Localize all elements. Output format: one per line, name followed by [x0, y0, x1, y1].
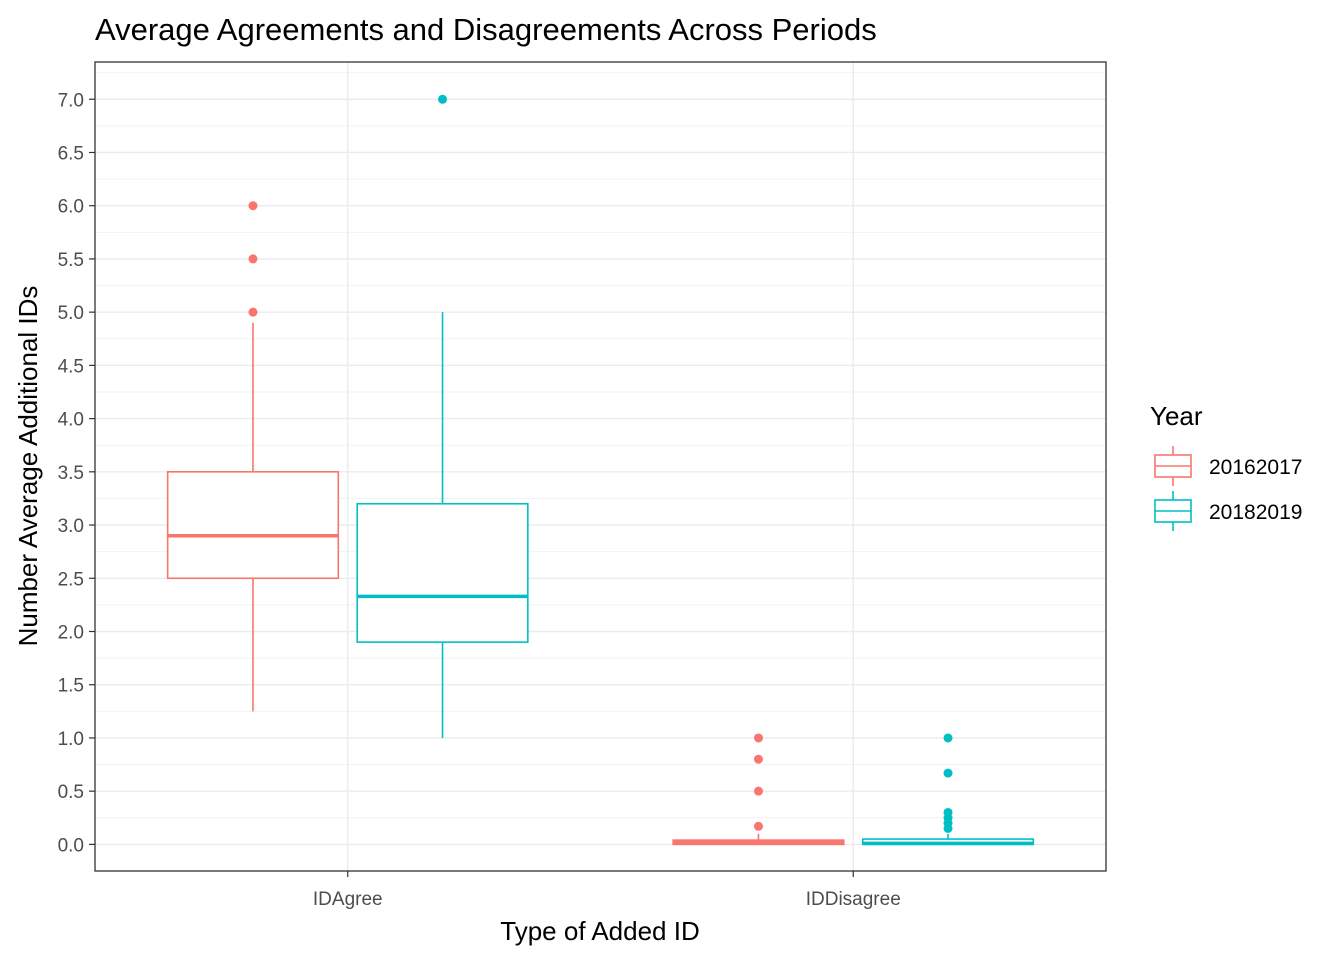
- box-iqr: [166, 471, 340, 580]
- legend-item-20162017: 20162017: [1154, 446, 1302, 486]
- y-axis: 0.0 0.5 1.0 1.5 2.0 2.5 3.0 3.5 4.0 4.5 5.0 5.5 6.0 6…: [58, 90, 95, 856]
- legend-label: 20162017: [1209, 456, 1302, 479]
- legend-title: Year: [1150, 401, 1203, 431]
- outlier-point: [248, 307, 258, 317]
- y-tick-label: 2.5: [58, 569, 84, 590]
- outlier-point: [753, 733, 763, 743]
- y-axis-title: Number Average Additional IDs: [13, 286, 43, 647]
- box-idagree-20162017: [166, 201, 340, 712]
- outlier-point: [248, 201, 258, 211]
- x-axis-title: Type of Added ID: [500, 916, 699, 946]
- outlier-point: [753, 786, 763, 796]
- y-tick-label: 4.5: [58, 356, 84, 377]
- y-tick-label: 4.0: [58, 410, 84, 431]
- box-iddisagree-20162017: [672, 733, 845, 846]
- y-tick-label: 2.0: [58, 622, 84, 643]
- y-tick-label: 6.0: [58, 197, 84, 218]
- outlier-point: [943, 733, 953, 743]
- y-tick-label: 6.5: [58, 143, 84, 164]
- y-tick-label: 1.0: [58, 729, 84, 750]
- x-tick-label: IDAgree: [313, 889, 383, 910]
- outlier-point: [943, 807, 953, 817]
- outlier-point: [248, 254, 258, 264]
- boxes: [166, 94, 1035, 846]
- x-axis: IDAgree IDDisagree: [313, 871, 901, 910]
- y-tick-label: 1.5: [58, 676, 84, 697]
- outlier-point: [753, 821, 763, 831]
- y-tick-label: 3.5: [58, 463, 84, 484]
- y-tick-label: 5.0: [58, 303, 84, 324]
- outlier-point: [438, 94, 448, 104]
- y-tick-label: 0.5: [58, 782, 84, 803]
- legend-item-20182019: 20182019: [1154, 491, 1302, 531]
- box-iqr: [356, 502, 529, 643]
- x-tick-label: IDDisagree: [806, 889, 901, 910]
- y-tick-label: 7.0: [58, 90, 84, 111]
- box-idagree-20182019: [356, 94, 529, 738]
- chart-title: Average Agreements and Disagreements Acr…: [95, 12, 877, 47]
- outlier-point: [753, 754, 763, 764]
- y-tick-label: 5.5: [58, 250, 84, 271]
- box-iddisagree-20182019: [861, 733, 1035, 846]
- grid: [95, 62, 1106, 872]
- panel-border: [94, 61, 1107, 872]
- y-tick-label: 3.0: [58, 516, 84, 537]
- legend: Year 20162017 20182019: [1150, 401, 1302, 531]
- outlier-point: [943, 768, 953, 778]
- legend-label: 20182019: [1209, 501, 1302, 524]
- y-tick-label: 0.0: [58, 835, 84, 856]
